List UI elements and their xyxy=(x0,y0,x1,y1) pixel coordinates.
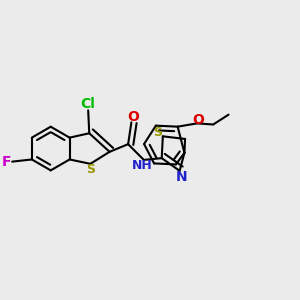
Text: NH: NH xyxy=(132,159,153,172)
Text: O: O xyxy=(127,110,139,124)
Text: S: S xyxy=(153,126,162,139)
Text: O: O xyxy=(192,113,204,128)
Text: N: N xyxy=(175,170,187,184)
Text: Cl: Cl xyxy=(81,97,96,111)
Text: F: F xyxy=(2,154,12,169)
Text: S: S xyxy=(86,163,95,176)
